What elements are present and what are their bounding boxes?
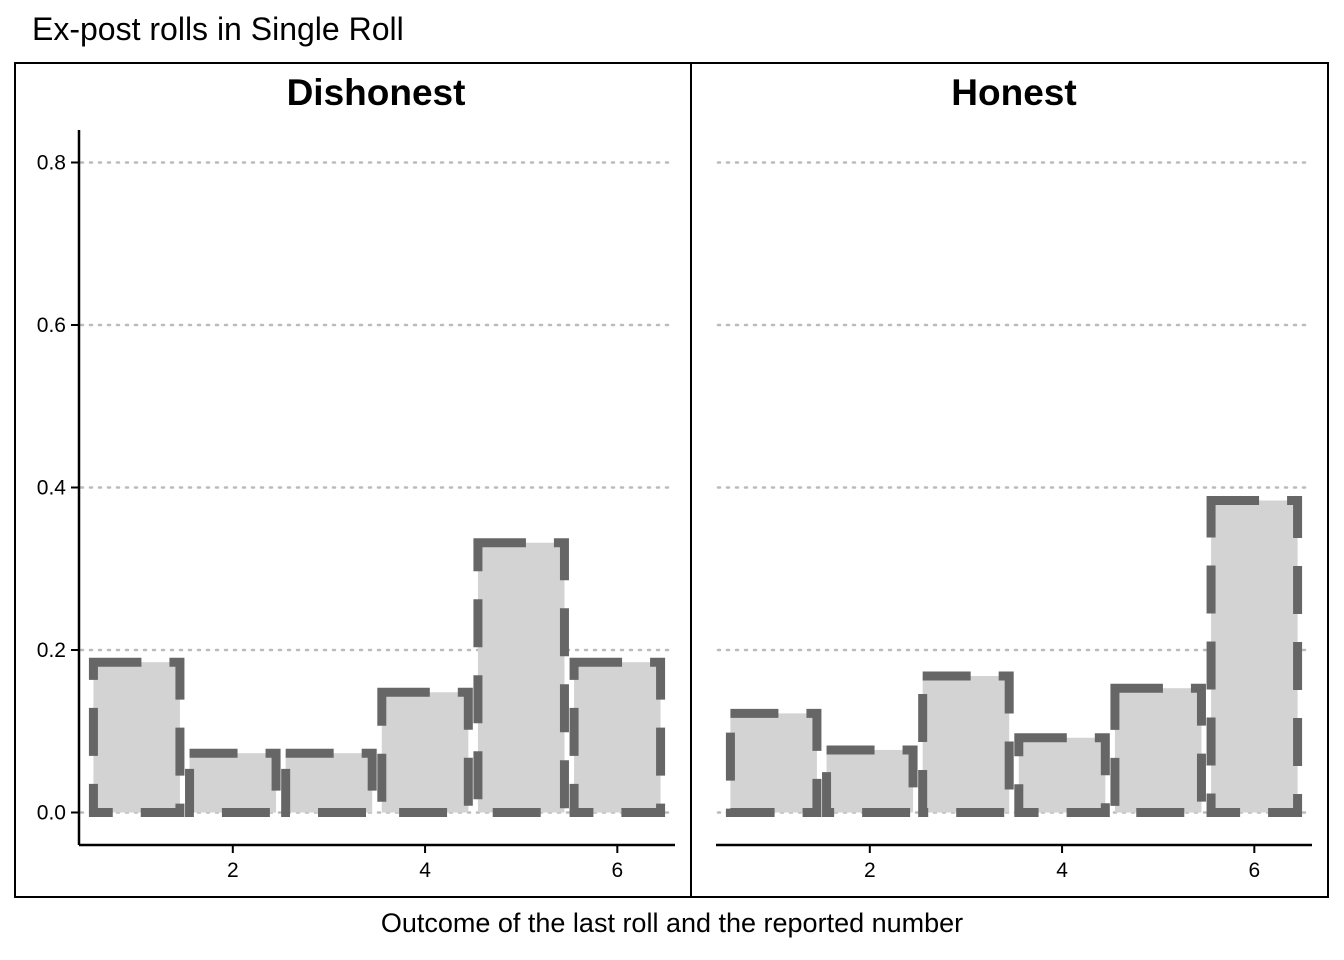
panels: Dishonest 0.0 0.2 0.4 0.6 0.8 2 4 6 Honest 2 4 6 — [37, 72, 1314, 882]
bar-last-roll — [189, 753, 277, 813]
bar-last-roll — [381, 692, 469, 813]
bar-reported — [88, 657, 185, 817]
x-tick-label: 4 — [419, 859, 431, 882]
y-tick-label: 0.2 — [37, 639, 66, 662]
y-tick-label: 0.4 — [37, 477, 67, 500]
bar-reported — [822, 745, 918, 817]
bar-last-roll — [1018, 737, 1106, 813]
x-tick-label: 6 — [1248, 859, 1260, 882]
panel-dishonest: Dishonest 0.0 0.2 0.4 0.6 0.8 2 4 6 — [37, 72, 677, 882]
x-tick-label: 4 — [1056, 859, 1068, 882]
bar-reported — [281, 748, 377, 817]
bar-last-roll — [285, 753, 373, 813]
bar-last-roll — [574, 662, 661, 813]
panel-honest: Honest 2 4 6 — [716, 72, 1314, 882]
bar-last-roll — [1114, 688, 1202, 813]
bar-last-roll — [93, 662, 180, 813]
bar-reported — [725, 708, 822, 817]
bar-reported — [1014, 733, 1110, 817]
bar-last-roll — [1211, 500, 1298, 813]
bar-last-roll — [477, 542, 565, 813]
x-tick-label: 2 — [227, 859, 239, 882]
bar-reported — [918, 671, 1014, 817]
x-tick-label: 6 — [611, 859, 623, 882]
bar-reported — [473, 538, 569, 817]
bar-last-roll — [826, 749, 914, 813]
outer-frame — [14, 62, 1329, 898]
bar-reported — [377, 687, 473, 817]
y-tick-label: 0.0 — [37, 802, 66, 825]
panel-title: Dishonest — [287, 72, 466, 113]
bar-reported — [185, 748, 281, 817]
x-tick-label: 2 — [864, 859, 876, 882]
bar-last-roll — [730, 713, 817, 813]
bar-reported — [569, 657, 666, 817]
bar-reported — [1110, 683, 1206, 817]
x-axis-label: Outcome of the last roll and the reporte… — [381, 908, 963, 938]
chart-title: Ex-post rolls in Single Roll — [32, 11, 404, 47]
panel-title: Honest — [951, 72, 1076, 113]
y-tick-label: 0.8 — [37, 152, 66, 175]
bar-reported — [1206, 496, 1303, 817]
bar-last-roll — [922, 676, 1010, 813]
y-tick-label: 0.6 — [37, 314, 66, 337]
